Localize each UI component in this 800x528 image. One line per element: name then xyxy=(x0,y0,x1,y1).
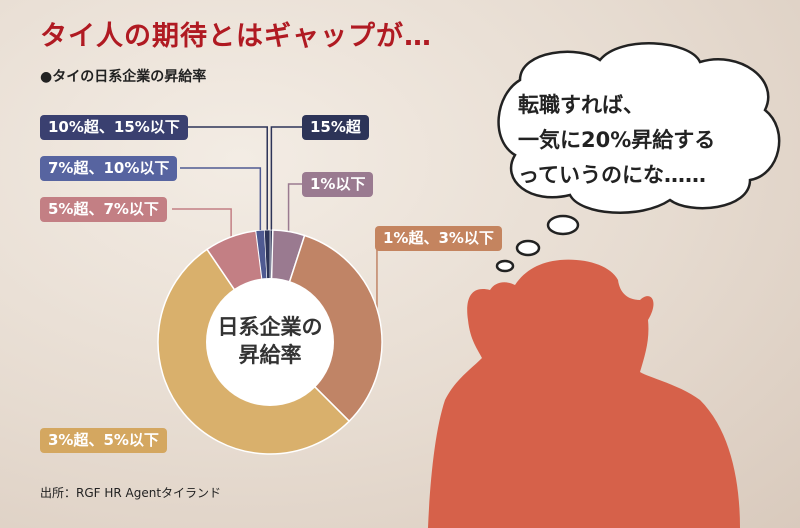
label-over-15: 15%超 xyxy=(302,115,369,140)
leader-line-6 xyxy=(185,126,268,233)
source-note: 出所：RGF HR Agentタイランド xyxy=(40,486,222,500)
label-under-1: 1%以下 xyxy=(302,172,374,197)
label-3-5: 3%超、5%以下 xyxy=(40,428,167,453)
label-10-15: 10%超、15%以下 xyxy=(40,115,188,140)
thought-line-2: 一気に20%昇給する xyxy=(518,128,716,152)
thought-line-3: っていうのにな…… xyxy=(518,163,706,187)
leader-line-1 xyxy=(287,183,302,234)
label-5-7: 5%超、7%以下 xyxy=(40,197,167,222)
donut-hole xyxy=(206,278,334,406)
leader-line-4 xyxy=(172,208,232,240)
thought-line-1: 転職すれば、 xyxy=(518,93,644,117)
thought-text: 転職すれば、 一気に20%昇給する っていうのにな…… xyxy=(518,88,715,193)
center-label-line2: 昇給率 xyxy=(239,343,302,367)
center-label-line1: 日系企業の xyxy=(218,315,323,339)
label-1-3: 1%超、3%以下 xyxy=(375,226,502,251)
thought-bubble xyxy=(495,42,781,273)
page-title: タイ人の期待とはギャップが… xyxy=(40,21,432,52)
leader-line-5 xyxy=(180,167,262,233)
person-silhouette xyxy=(428,259,740,528)
leader-line-0 xyxy=(270,126,302,233)
label-7-10: 7%超、10%以下 xyxy=(40,156,178,181)
chart-subtitle: ●タイの日系企業の昇給率 xyxy=(40,69,207,85)
